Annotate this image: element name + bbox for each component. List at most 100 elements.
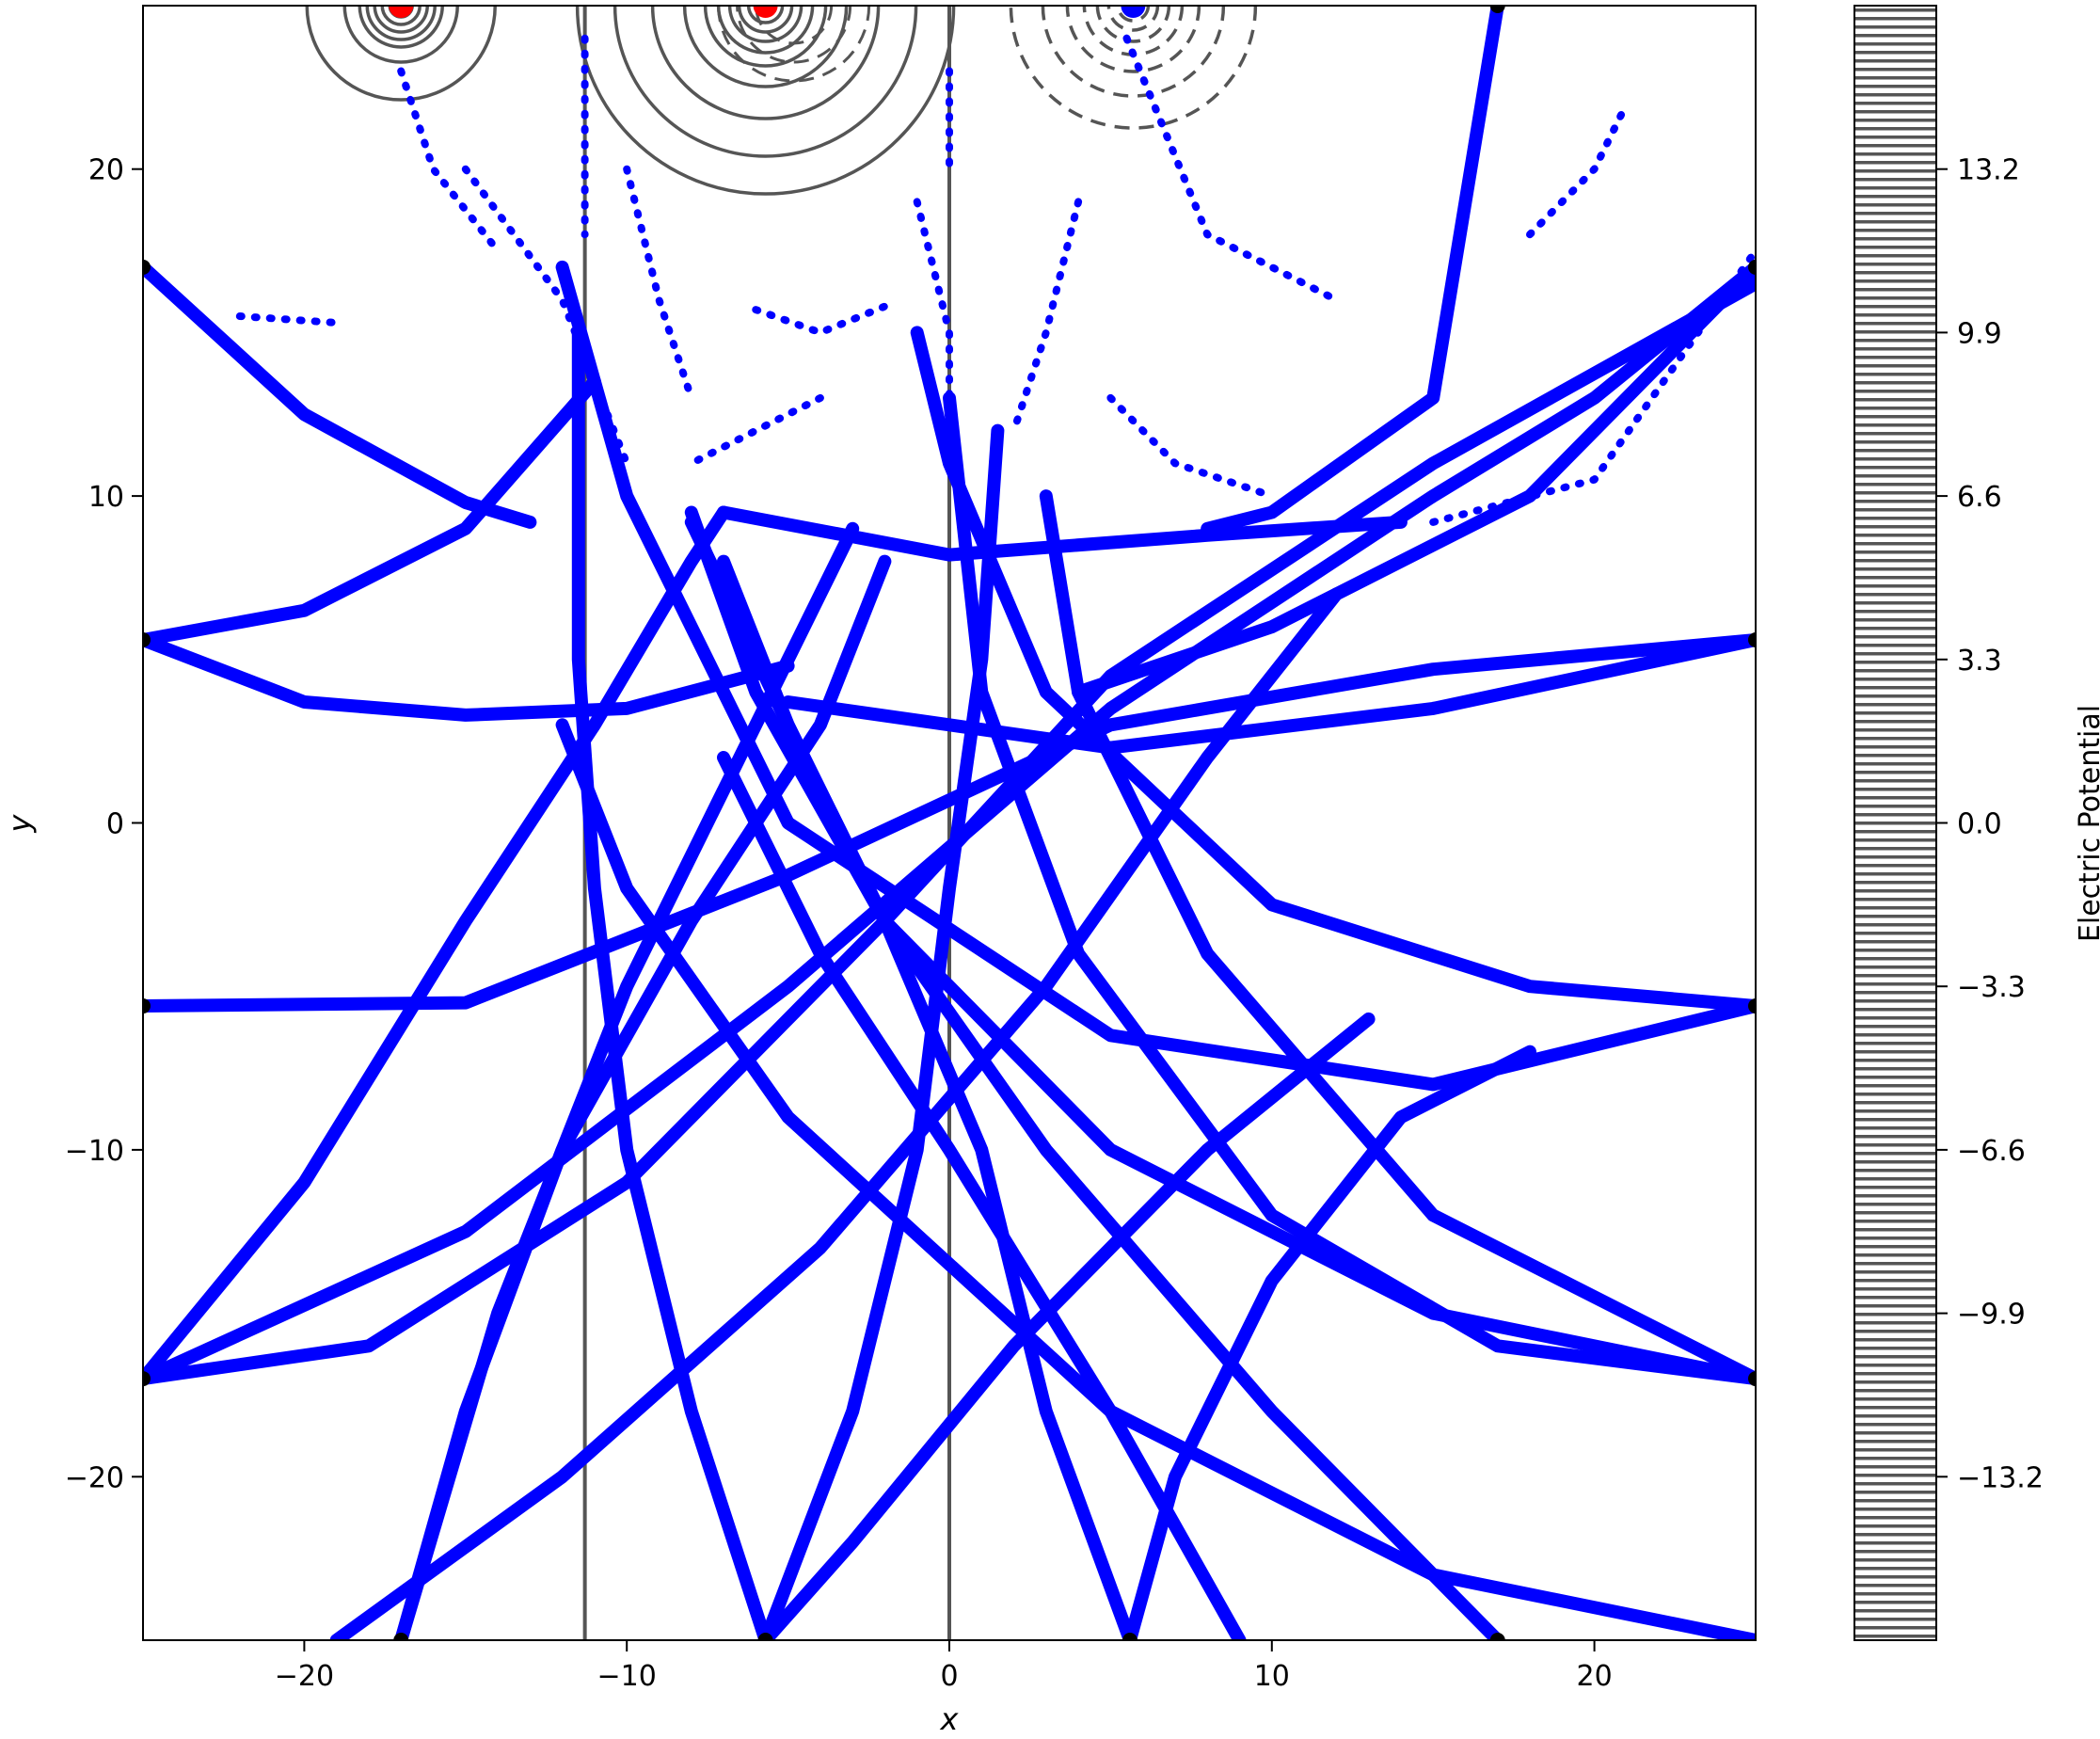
boundary-marker <box>1748 259 1756 275</box>
x-tick-label: 10 <box>1254 1660 1290 1693</box>
contour-line <box>358 6 444 49</box>
field-line <box>910 326 1756 1013</box>
colorbar-label: Electric Potential <box>2074 705 2100 942</box>
colorbar-tick-label: −3.3 <box>1957 971 2026 1004</box>
field-line-trail <box>717 751 1247 1640</box>
boundary-marker <box>143 631 151 647</box>
field-line <box>1010 198 1083 435</box>
field-line-trail <box>394 521 860 1640</box>
field-line <box>1526 100 1631 239</box>
field-line <box>555 718 1756 1640</box>
boundary-marker <box>143 998 151 1014</box>
field-line-trail <box>1123 1045 1536 1640</box>
contour-line <box>365 6 437 41</box>
field-line-trail <box>1106 393 1276 501</box>
contour-line <box>727 6 803 43</box>
y-tick-label: 0 <box>106 808 124 841</box>
field-line-trail <box>758 1012 1376 1640</box>
field-line <box>717 505 1408 562</box>
y-tick-label: −20 <box>65 1461 124 1494</box>
field-line-trail <box>1122 34 1341 304</box>
colorbar-tick-label: −6.6 <box>1957 1135 2026 1168</box>
field-line-trail <box>143 633 795 722</box>
contour-line <box>1065 6 1201 73</box>
contour-line <box>755 6 834 45</box>
x-axis-ticks: −20 −10 0 10 20 <box>275 1640 1613 1693</box>
negative-charge <box>1121 6 1146 18</box>
field-line-trail <box>235 312 341 327</box>
field-line <box>1106 393 1276 501</box>
field-line-trail <box>143 375 601 646</box>
field-line-trail <box>461 165 631 468</box>
field-line-trail <box>717 505 1408 562</box>
field-line <box>143 505 730 1386</box>
field-line <box>143 260 537 529</box>
field-line-trail <box>781 633 1756 755</box>
x-tick-label: 0 <box>940 1660 958 1693</box>
field-line-trail <box>1429 247 1756 526</box>
field-line-trail <box>1072 260 1756 699</box>
field-line <box>687 393 824 468</box>
field-line-trail <box>913 198 953 435</box>
contour-line <box>682 6 849 88</box>
field-line-trail <box>1201 6 1504 535</box>
colorbar-ticks: −13.2 −9.9 −6.6 −3.3 0.0 3.3 6.6 9.9 13.2 <box>1936 154 2044 1494</box>
field-line <box>461 165 631 468</box>
potential-contours <box>305 6 1258 196</box>
y-axis-ticks: −20 −10 0 10 20 <box>65 154 143 1494</box>
boundary-marker <box>757 1633 773 1640</box>
field-line <box>758 1012 1376 1640</box>
field-line-trail <box>143 260 537 529</box>
field-lines <box>143 6 1756 1640</box>
field-line <box>397 67 502 255</box>
field-line-trail <box>397 67 502 255</box>
x-tick-label: 20 <box>1577 1660 1613 1693</box>
field-line <box>143 260 1756 1386</box>
boundary-marker <box>1748 998 1756 1014</box>
boundary-marker <box>143 259 151 275</box>
boundary-marker <box>1748 631 1756 647</box>
colorbar: −13.2 −9.9 −6.6 −3.3 0.0 3.3 6.6 9.9 13.2 Electr… <box>1853 5 2100 1641</box>
boundary-markers <box>143 6 1756 1640</box>
field-line-trail <box>1010 198 1083 435</box>
contour-line <box>746 6 785 24</box>
positive-charge <box>753 6 778 18</box>
field-line-trail <box>1526 100 1631 239</box>
y-tick-label: 10 <box>88 481 124 514</box>
field-line <box>1201 6 1504 535</box>
field-line <box>1072 260 1756 699</box>
field-line-trail <box>555 718 1756 1640</box>
contour-line <box>612 6 918 158</box>
field-line-trail <box>623 165 695 402</box>
field-line <box>913 198 953 435</box>
field-line-trail <box>143 505 730 1386</box>
field-line <box>623 165 695 402</box>
colorbar-tick-label: 3.3 <box>1957 645 2002 678</box>
colorbar-tick-label: −13.2 <box>1957 1461 2044 1494</box>
boundary-marker <box>393 1633 409 1640</box>
colorbar-tick-label: 0.0 <box>1957 808 2002 841</box>
boundary-marker <box>1122 1633 1138 1640</box>
contour-line <box>342 6 459 64</box>
y-tick-label: 20 <box>88 154 124 187</box>
positive-charge <box>389 6 414 18</box>
contour-line <box>737 6 794 34</box>
contour-line <box>380 6 422 26</box>
field-line <box>1122 34 1341 304</box>
y-axis-label: y <box>2 813 38 833</box>
boundary-marker <box>1489 1633 1505 1640</box>
boundary-marker <box>1489 6 1505 13</box>
field-line <box>1123 1045 1536 1640</box>
field-line-trail <box>910 326 1756 1013</box>
colorbar-tick-label: 9.9 <box>1957 317 2002 350</box>
x-tick-label: −20 <box>275 1660 334 1693</box>
contour-line <box>373 6 429 34</box>
boundary-marker <box>1748 1371 1756 1387</box>
charges <box>389 6 1146 18</box>
field-line <box>235 312 341 327</box>
contour-line <box>575 6 956 196</box>
y-tick-label: −10 <box>65 1135 124 1168</box>
colorbar-tick-label: −9.9 <box>1957 1299 2026 1332</box>
contour-line <box>305 6 497 102</box>
